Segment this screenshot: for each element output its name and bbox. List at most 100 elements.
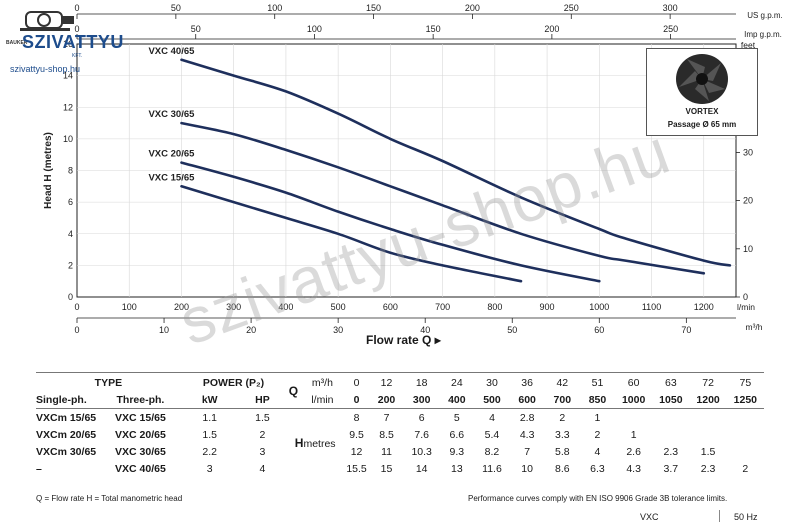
q-lmin-cell: 700	[545, 391, 580, 409]
q-m3h-cell: 0	[344, 374, 369, 391]
three-phase-model: VXC 40/65	[100, 460, 181, 477]
hp-value: 1.5	[239, 409, 287, 427]
impgpm-tick-label: 50	[191, 24, 201, 34]
table-header-row-1: TYPE POWER (P₂) Q m³/h 0 12 18 24 30 36 …	[36, 374, 764, 391]
h-label-cell: Hmetres	[286, 409, 344, 478]
head-cell	[615, 409, 652, 427]
head-cell: 8.2	[474, 443, 509, 460]
head-cell: 5.4	[474, 426, 509, 443]
company-logo: BAUKER SZIVATTYU KFT. szivattyu-shop.hu	[4, 6, 98, 76]
impgpm-tick-label: 200	[544, 24, 559, 34]
q-lmin-cell: 200	[369, 391, 404, 409]
logo-url-text: szivattyu-shop.hu	[10, 64, 80, 74]
head-cell: 5.8	[545, 443, 580, 460]
head-cell: 15	[369, 460, 404, 477]
head-cell: 2.6	[615, 443, 652, 460]
y-tick-label: 10	[63, 134, 73, 144]
head-cell: 15.5	[344, 460, 369, 477]
q-lmin-cell: 600	[510, 391, 545, 409]
tolerance-note: Performance curves comply with EN ISO 99…	[468, 494, 727, 503]
type-header: TYPE	[36, 374, 181, 391]
three-phase-model: VXC 30/65	[100, 443, 181, 460]
x-tick-label: 1100	[642, 302, 661, 312]
q-label: Q	[286, 374, 300, 409]
y-tick-label: 6	[68, 197, 73, 207]
series-label: VXC 20/65	[148, 149, 195, 160]
vortex-title: VORTEX	[647, 107, 757, 116]
y-axis-title: Head H (metres)	[43, 132, 54, 209]
impgpm-tick-label: 250	[663, 24, 678, 34]
y-tick-label: 0	[68, 292, 73, 302]
three-phase-header: Three-ph.	[100, 391, 181, 409]
single-phase-model: –	[36, 460, 100, 477]
x-tick-label: 800	[487, 302, 502, 312]
head-cell: 9.3	[439, 443, 474, 460]
head-cell: 11.6	[474, 460, 509, 477]
logo-kft-text: KFT.	[72, 53, 82, 59]
q-m3h-cell: 30	[474, 374, 509, 391]
head-cell	[652, 409, 689, 427]
head-cell: 2.3	[689, 460, 726, 477]
q-lmin-cell: 500	[474, 391, 509, 409]
m3h-unit-label: m³/h	[746, 322, 763, 332]
hp-header: HP	[239, 391, 287, 409]
feet-tick-label: 0	[743, 292, 748, 302]
m3h-tick-label: 30	[333, 325, 343, 335]
head-cell	[727, 426, 764, 443]
hp-value: 3	[239, 443, 287, 460]
q-m3h-cell: 75	[727, 374, 764, 391]
single-phase-model: VXCm 20/65	[36, 426, 100, 443]
head-cell: 2.3	[652, 443, 689, 460]
head-cell	[652, 426, 689, 443]
head-cell: 6.6	[439, 426, 474, 443]
legend-note: Q = Flow rate H = Total manometric head	[36, 494, 182, 503]
single-phase-model: VXCm 15/65	[36, 409, 100, 427]
table-header-row-2: Single-ph. Three-ph. kW HP l/min 0 200 3…	[36, 391, 764, 409]
m3h-tick-label: 70	[681, 325, 691, 335]
head-cell: 9.5	[344, 426, 369, 443]
model-label: VXC	[640, 512, 659, 522]
pump-logo-icon	[18, 6, 82, 34]
hp-value: 2	[239, 426, 287, 443]
x-axis-title-text: Flow rate Q	[366, 333, 431, 347]
head-cell: 2	[580, 426, 615, 443]
unit-m3h: m³/h	[301, 374, 344, 391]
usgpm-tick-label: 50	[171, 3, 181, 13]
m3h-tick-label: 10	[159, 325, 169, 335]
q-lmin-cell: 850	[580, 391, 615, 409]
q-m3h-cell: 12	[369, 374, 404, 391]
head-cell	[689, 426, 726, 443]
m3h-tick-label: 50	[507, 325, 517, 335]
kw-value: 2.2	[181, 443, 239, 460]
impgpm-tick-label: 150	[426, 24, 441, 34]
head-cell: 1.5	[689, 443, 726, 460]
x-tick-label: 1000	[589, 302, 609, 312]
feet-tick-label: 10	[743, 244, 753, 254]
head-cell: 7.6	[404, 426, 439, 443]
y-tick-label: 2	[68, 260, 73, 270]
kw-value: 1.1	[181, 409, 239, 427]
usgpm-tick-label: 100	[267, 3, 282, 13]
table-row: – VXC 40/65 3 4 15.5 15 14 13 11.6 10 8.…	[36, 460, 764, 477]
feet-tick-label: 30	[743, 147, 753, 157]
m3h-tick-label: 60	[594, 325, 604, 335]
impgpm-tick-label: 100	[307, 24, 322, 34]
head-cell: 4	[580, 443, 615, 460]
unit-lmin: l/min	[301, 391, 344, 409]
x-tick-label: 0	[74, 302, 79, 312]
q-m3h-cell: 18	[404, 374, 439, 391]
head-cell: 2	[545, 409, 580, 427]
h-unit: metres	[303, 438, 335, 450]
series-label: VXC 30/65	[148, 109, 195, 120]
head-cell	[689, 409, 726, 427]
head-cell: 7	[369, 409, 404, 427]
single-phase-model: VXCm 30/65	[36, 443, 100, 460]
y-tick-label: 8	[68, 166, 73, 176]
table-row: VXCm 15/65 VXC 15/65 1.1 1.5 Hmetres 8 7…	[36, 409, 764, 427]
head-cell: 1	[580, 409, 615, 427]
x-tick-label: 100	[122, 302, 137, 312]
q-lmin-cell: 1250	[727, 391, 764, 409]
usgpm-tick-label: 250	[564, 3, 579, 13]
head-cell: 5	[439, 409, 474, 427]
kw-value: 3	[181, 460, 239, 477]
